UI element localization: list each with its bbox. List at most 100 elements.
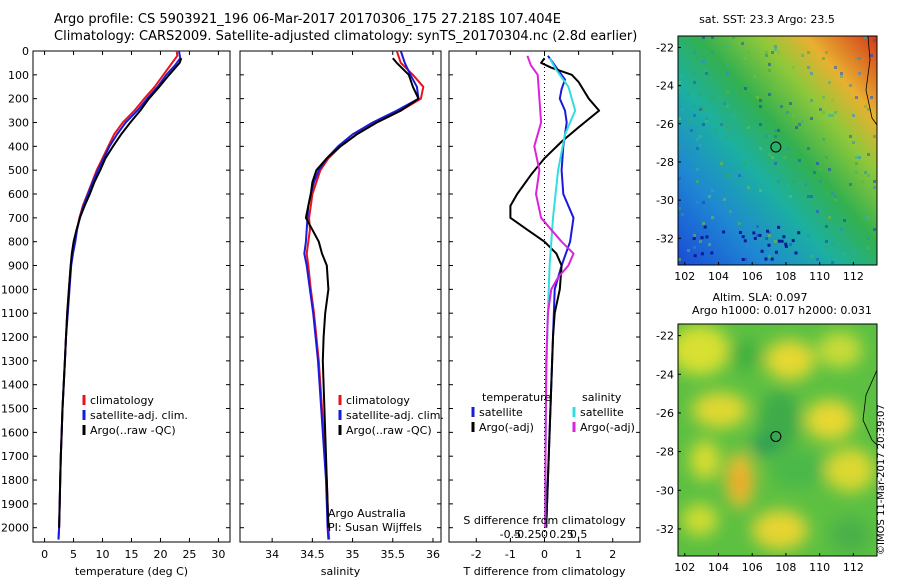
sst-speckle-pixel [828, 114, 831, 117]
sst-speckle-pixel [867, 153, 870, 156]
s-diff-label: S difference from climatology [463, 514, 626, 527]
salinity-series-2 [304, 57, 420, 528]
sst-speckle-pixel [822, 57, 825, 60]
s-diff-tick-label: -0.5 [500, 528, 521, 541]
depth-tick-label: 1700 [1, 450, 29, 463]
sst-speckle-pixel [864, 36, 867, 39]
sst-speckle [678, 36, 876, 264]
sst-speckle-pixel [723, 204, 726, 207]
sst-speckle-pixel [834, 111, 837, 114]
sst-speckle-pixel [759, 123, 762, 126]
sla-map: 102 104 106 108 110 112 -22 -24 -26 -28 -30 -32 Alti… [656, 291, 878, 574]
sst-speckle-pixel [696, 201, 699, 204]
sst-speckle-pixel [840, 72, 843, 75]
sst-speckle-pixel [738, 42, 741, 45]
sla_map-ytick-label: -22 [656, 330, 674, 343]
sst-speckle-pixel [708, 195, 711, 198]
sst-speckle-pixel [681, 75, 684, 78]
sst-speckle-pixel [758, 233, 762, 237]
annotation-argo-australia: Argo Australia [328, 507, 406, 520]
sla-map-frame [677, 323, 878, 557]
sst-speckle-pixel [759, 99, 762, 102]
sst-speckle-pixel [810, 195, 813, 198]
sst-speckle-pixel [774, 162, 777, 165]
sst-speckle-pixel [807, 66, 810, 69]
sst-speckle-pixel [867, 108, 870, 111]
sst-speckle-pixel [752, 231, 756, 235]
sst-speckle-pixel [855, 162, 858, 165]
sst-speckle-pixel [831, 114, 834, 117]
sst-speckle-pixel [855, 57, 858, 60]
sst-speckle-pixel [726, 105, 729, 108]
sst-speckle-pixel [732, 36, 735, 39]
sst-speckle-pixel [699, 240, 702, 243]
sst_map-ytick-label: -32 [656, 232, 674, 245]
sst-speckle-pixel [855, 96, 858, 99]
sst-speckle-pixel [729, 210, 732, 213]
sst-speckle-pixel [858, 72, 861, 75]
sst-speckle-pixel [825, 51, 828, 54]
sst_map-xtick-label: 112 [843, 270, 864, 283]
sla-map-subtitle: Argo h1000: 0.017 h2000: 0.031 [692, 304, 872, 317]
sst-speckle-pixel [822, 138, 825, 141]
sst-speckle-pixel [843, 252, 846, 255]
sst-speckle-pixel [720, 162, 723, 165]
sst-speckle-pixel [867, 246, 870, 249]
sst-speckle-pixel [849, 183, 852, 186]
sst-speckle-pixel [858, 57, 861, 60]
sst-speckle-pixel [696, 168, 699, 171]
differences-series-3 [526, 55, 575, 528]
sst-speckle-pixel [789, 195, 792, 198]
sst-speckle-pixel [759, 105, 762, 108]
sst-speckle-pixel [816, 162, 819, 165]
sst-speckle-pixel [825, 246, 828, 249]
sst-speckle-pixel [768, 69, 771, 72]
sla_map-ytick-label: -24 [656, 368, 674, 381]
differences-xtick-label: 0 [541, 548, 548, 561]
temperature-series-2 [58, 57, 183, 528]
s-diff-tick-label: 0.25 [549, 528, 574, 541]
sst-speckle-pixel [873, 180, 876, 183]
sst-speckle-pixel [768, 231, 771, 234]
sst-speckle-pixel [693, 234, 696, 237]
sst-speckle-pixel [801, 54, 804, 57]
sst-speckle-pixel [777, 180, 780, 183]
sst-speckle-pixel [756, 96, 759, 99]
temperature-xtick-label: 0 [41, 548, 48, 561]
sst-speckle-pixel [678, 81, 681, 84]
salinity-xtick-label: 35.5 [381, 548, 406, 561]
differences-xlabel: T difference from climatology [463, 565, 626, 578]
sst-speckle-pixel [693, 153, 696, 156]
sst-speckle-pixel [764, 257, 768, 261]
sst-speckle-pixel [786, 111, 789, 114]
sst-speckle-pixel [768, 255, 771, 258]
depth-tick-label: 1900 [1, 498, 29, 511]
sst-speckle-pixel [711, 216, 714, 219]
sst-speckle-pixel [723, 198, 726, 201]
sst-speckle-pixel [792, 180, 795, 183]
sst-speckle-pixel [678, 207, 681, 210]
sst-speckle-pixel [855, 156, 858, 159]
sst-speckle-pixel [774, 129, 777, 132]
differences-xtick-label: 2 [609, 548, 616, 561]
sst-speckle-pixel [825, 225, 828, 228]
temperature-xtick-label: 30 [211, 548, 225, 561]
sst-speckle-pixel [726, 90, 729, 93]
sst-speckle-pixel [777, 225, 781, 229]
sst-speckle-pixel [864, 105, 867, 108]
sst-speckle-pixel [766, 229, 770, 233]
sst_map-xtick-label: 104 [708, 270, 729, 283]
sst_map-ytick-label: -22 [656, 41, 674, 54]
differences-xtick-label: -1 [505, 548, 516, 561]
sst-speckle-pixel [864, 216, 867, 219]
sst-speckle-pixel [810, 117, 813, 120]
sst-speckle-pixel [726, 45, 729, 48]
sst-speckle-pixel [759, 189, 762, 192]
sst-speckle-pixel [792, 114, 795, 117]
legend-label: satellite-adj. clim. [346, 409, 444, 422]
sst-speckle-pixel [794, 251, 798, 255]
sst-speckle-pixel [702, 108, 705, 111]
sst-speckle-pixel [759, 237, 762, 240]
sst-speckle-pixel [831, 99, 834, 102]
